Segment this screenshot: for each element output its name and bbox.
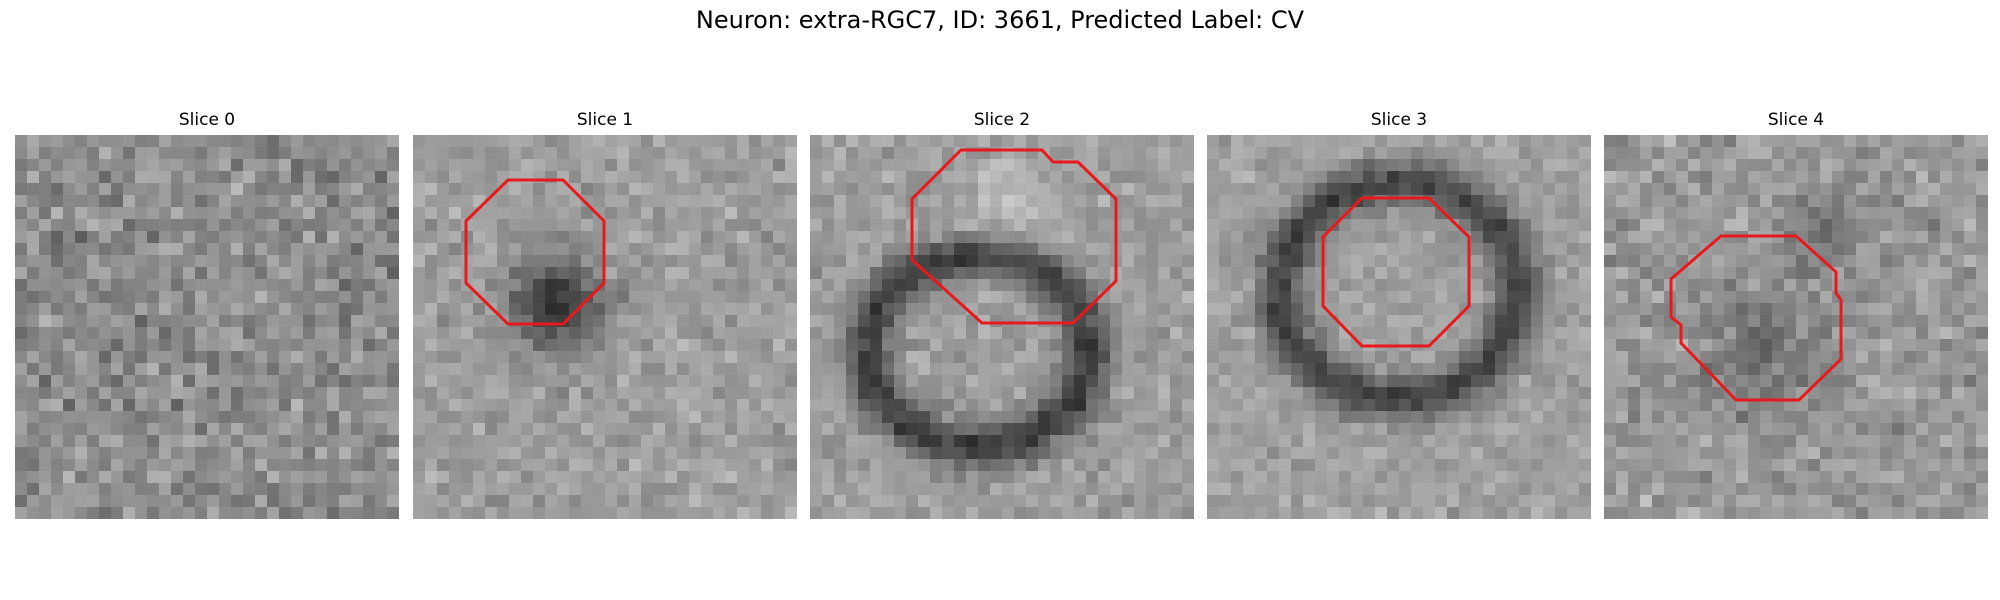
slice-image — [1604, 135, 1988, 519]
slice-image — [1207, 135, 1591, 519]
figure-title: Neuron: extra-RGC7, ID: 3661, Predicted … — [695, 6, 1305, 34]
slice-image — [413, 135, 797, 519]
slice-panel-4: Slice 4 — [1604, 108, 1988, 519]
slice-image — [810, 135, 1194, 519]
slice-title: Slice 0 — [178, 110, 236, 130]
slice-image — [15, 135, 399, 519]
roi-outline — [910, 148, 1118, 325]
slice-title: Slice 3 — [1370, 110, 1428, 130]
roi-outline — [1669, 234, 1843, 402]
slice-panel-1: Slice 1 — [413, 108, 797, 519]
roi-outline — [464, 178, 606, 326]
slice-title: Slice 1 — [576, 110, 634, 130]
slice-panel-0: Slice 0 — [15, 108, 399, 519]
roi-outline — [1321, 196, 1471, 348]
slice-panel-2: Slice 2 — [810, 108, 1194, 519]
slice-title: Slice 2 — [973, 110, 1031, 130]
slice-title: Slice 4 — [1767, 110, 1825, 130]
slice-panel-3: Slice 3 — [1207, 108, 1591, 519]
